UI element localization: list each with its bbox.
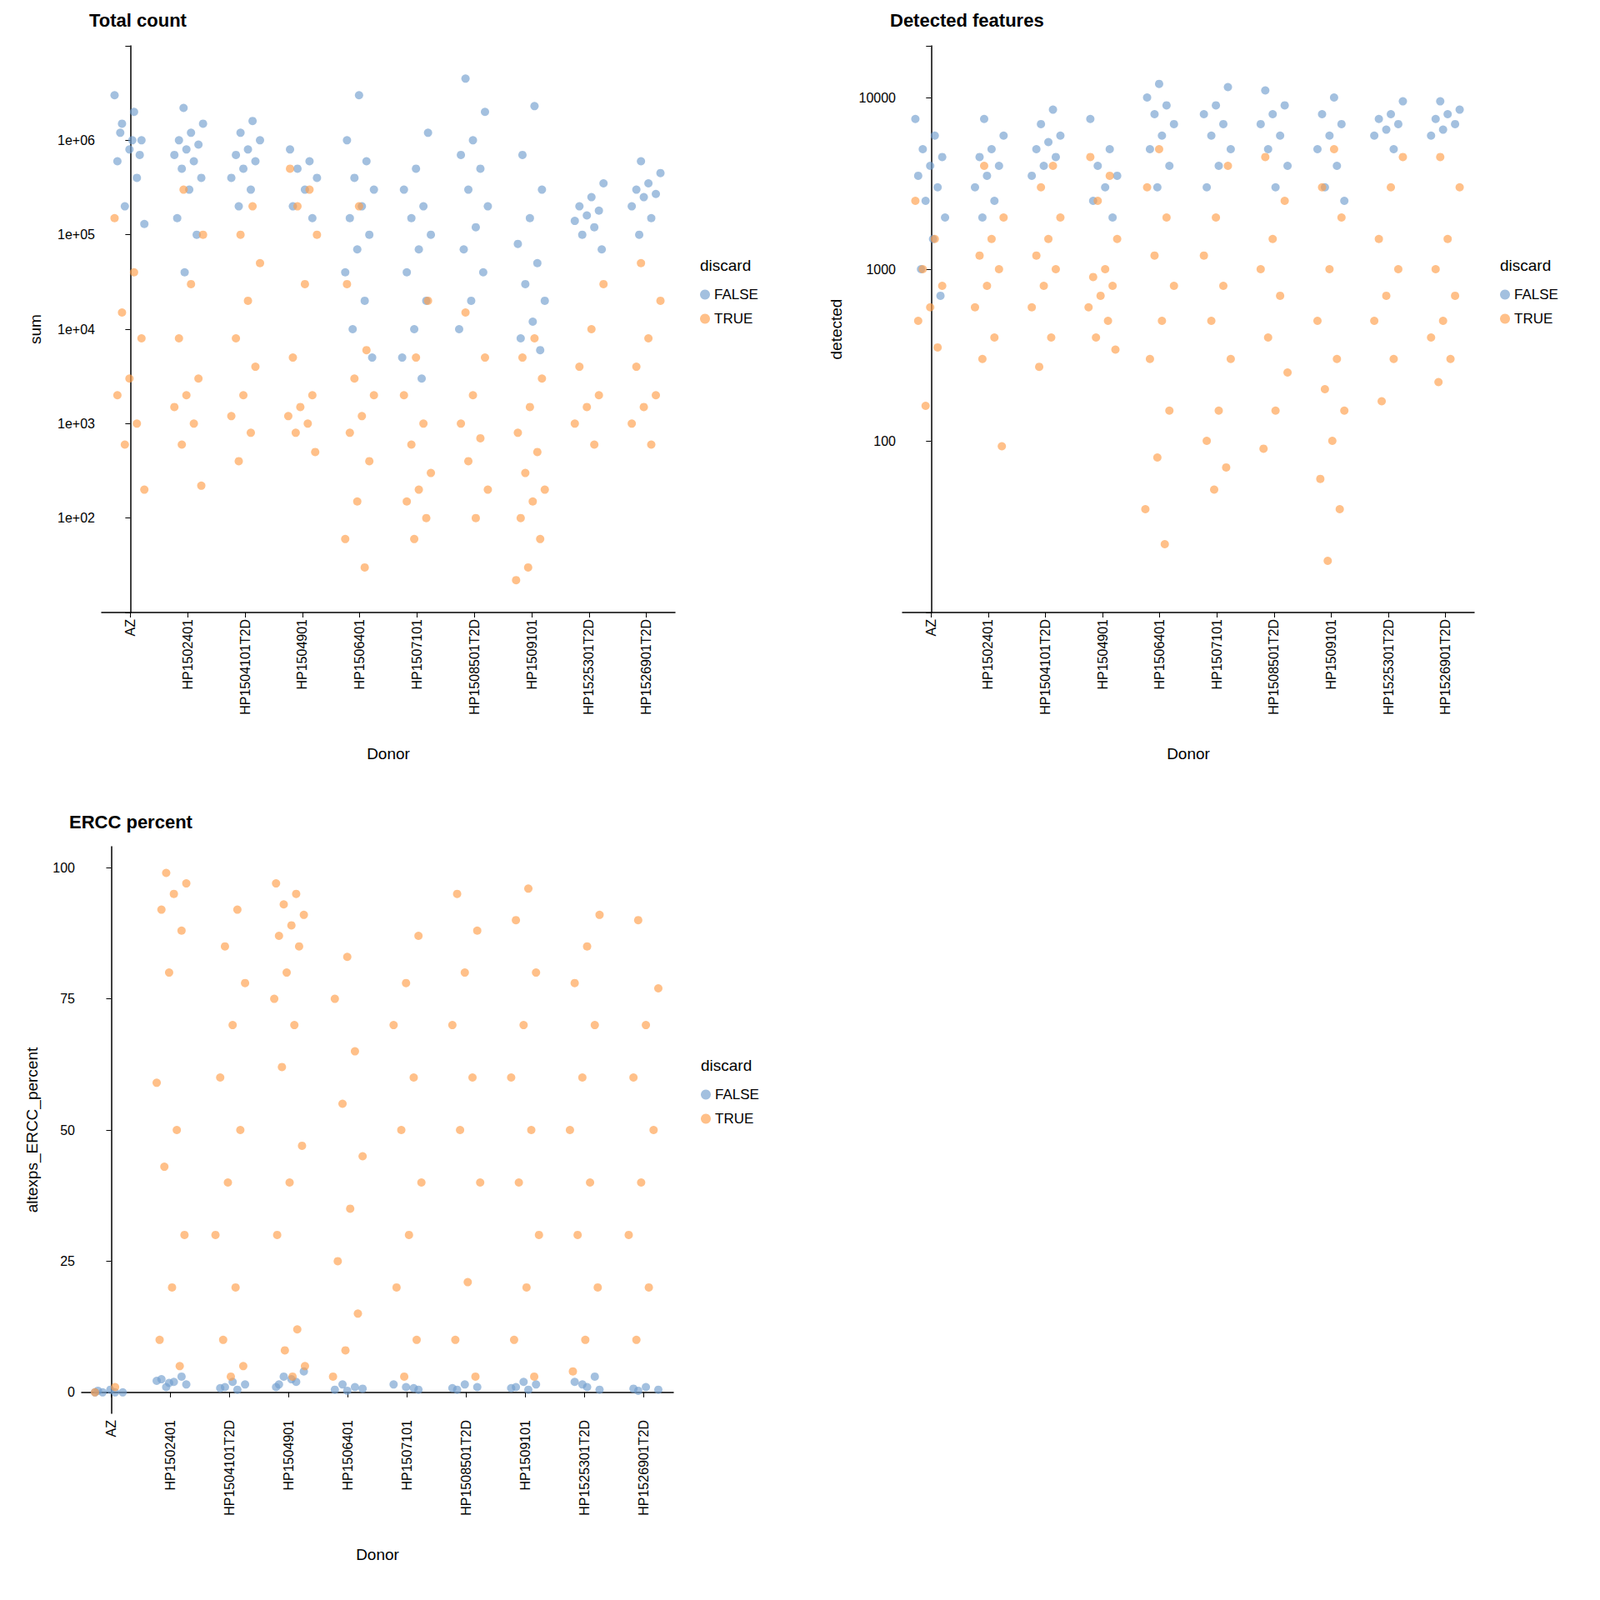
svg-text:1e+03: 1e+03 <box>57 416 95 431</box>
svg-text:HP1502401: HP1502401 <box>163 1420 178 1491</box>
svg-text:FALSE: FALSE <box>714 286 759 303</box>
svg-text:HP1509101: HP1509101 <box>518 1420 533 1491</box>
svg-text:HP1502401: HP1502401 <box>180 619 195 690</box>
svg-text:1e+04: 1e+04 <box>57 322 95 337</box>
svg-text:discard: discard <box>700 1056 752 1075</box>
svg-text:TRUE: TRUE <box>715 1110 754 1127</box>
svg-text:HP1508501T2D: HP1508501T2D <box>467 619 482 715</box>
svg-text:AZ: AZ <box>123 619 138 637</box>
svg-text:TRUE: TRUE <box>714 310 753 327</box>
svg-text:HP1504901: HP1504901 <box>281 1420 296 1491</box>
svg-text:HP1526901T2D: HP1526901T2D <box>639 619 654 715</box>
svg-text:HP1506401: HP1506401 <box>352 619 367 690</box>
svg-text:discard: discard <box>700 256 751 275</box>
svg-text:discard: discard <box>1500 256 1551 275</box>
svg-text:HP1526901T2D: HP1526901T2D <box>636 1420 651 1516</box>
svg-text:HP1509101: HP1509101 <box>1324 619 1339 690</box>
svg-text:50: 50 <box>60 1123 75 1138</box>
svg-text:HP1504101T2D: HP1504101T2D <box>1038 619 1053 715</box>
svg-text:sum: sum <box>26 314 45 345</box>
svg-text:Donor: Donor <box>366 745 410 763</box>
svg-text:HP1507101: HP1507101 <box>400 1420 415 1491</box>
svg-text:HP1507101: HP1507101 <box>410 619 425 690</box>
svg-text:100: 100 <box>873 434 896 449</box>
svg-text:Donor: Donor <box>355 1545 400 1564</box>
svg-text:detected: detected <box>827 299 845 360</box>
svg-text:HP1525301T2D: HP1525301T2D <box>1381 619 1396 715</box>
svg-text:ERCC percent: ERCC percent <box>69 811 194 833</box>
svg-text:HP1504101T2D: HP1504101T2D <box>222 1420 237 1516</box>
svg-text:10000: 10000 <box>859 90 897 105</box>
svg-text:AZ: AZ <box>104 1420 119 1438</box>
svg-text:75: 75 <box>60 991 75 1006</box>
svg-text:HP1504901: HP1504901 <box>295 619 310 690</box>
svg-text:HP1525301T2D: HP1525301T2D <box>577 1420 592 1516</box>
svg-text:HP1502401: HP1502401 <box>980 619 995 690</box>
svg-text:Donor: Donor <box>1166 745 1210 763</box>
svg-text:HP1506401: HP1506401 <box>1152 619 1167 690</box>
svg-text:25: 25 <box>60 1254 75 1269</box>
svg-text:TRUE: TRUE <box>1514 310 1553 327</box>
svg-text:HP1507101: HP1507101 <box>1210 619 1225 690</box>
svg-text:0: 0 <box>67 1385 75 1400</box>
svg-text:HP1508501T2D: HP1508501T2D <box>1266 619 1281 715</box>
svg-text:100: 100 <box>52 860 75 875</box>
svg-text:Total count: Total count <box>89 10 188 31</box>
svg-text:HP1504101T2D: HP1504101T2D <box>238 619 253 715</box>
svg-text:HP1526901T2D: HP1526901T2D <box>1438 619 1453 715</box>
svg-text:1000: 1000 <box>865 262 896 277</box>
svg-text:altexps_ERCC_percent: altexps_ERCC_percent <box>23 1046 42 1213</box>
svg-text:HP1525301T2D: HP1525301T2D <box>581 619 596 715</box>
svg-text:HP1509101: HP1509101 <box>525 619 540 690</box>
svg-text:1e+05: 1e+05 <box>57 227 95 242</box>
svg-text:HP1504901: HP1504901 <box>1095 619 1110 690</box>
svg-text:FALSE: FALSE <box>715 1086 760 1103</box>
svg-text:HP1506401: HP1506401 <box>340 1420 355 1491</box>
svg-text:Detected features: Detected features <box>890 10 1045 31</box>
svg-text:FALSE: FALSE <box>1514 286 1559 303</box>
svg-text:1e+02: 1e+02 <box>57 510 95 525</box>
svg-text:AZ: AZ <box>924 619 939 637</box>
svg-text:1e+06: 1e+06 <box>57 133 95 148</box>
svg-text:HP1508501T2D: HP1508501T2D <box>459 1420 474 1516</box>
